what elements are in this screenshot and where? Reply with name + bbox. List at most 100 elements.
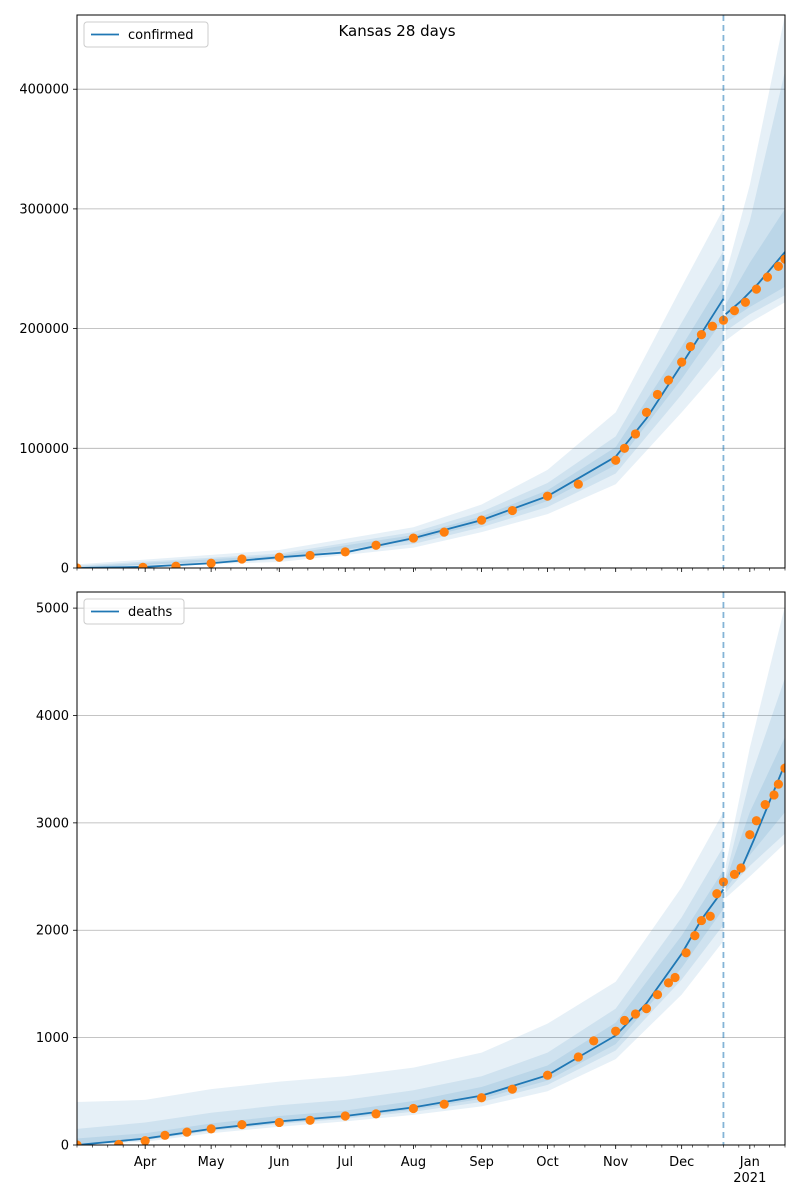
observed-point (114, 1139, 124, 1145)
observed-point (619, 443, 630, 453)
observed-point (745, 830, 755, 840)
observed-point (408, 1103, 419, 1114)
observed-point (439, 1099, 449, 1109)
legend-label: confirmed (128, 28, 194, 43)
observed-point (573, 1052, 583, 1062)
observed-point (751, 816, 762, 826)
observed-point (652, 990, 663, 1000)
observed-point (773, 261, 784, 271)
observed-point (751, 284, 762, 294)
observed-point (663, 375, 674, 385)
observed-point (681, 948, 691, 958)
uncertainty-band-middle (77, 846, 724, 1145)
observed-point (589, 1036, 599, 1046)
observed-point (630, 1009, 641, 1019)
observed-point (507, 505, 517, 516)
uncertainty-band-outer (725, 605, 785, 899)
observed-point (696, 329, 707, 340)
observed-point (476, 1093, 487, 1103)
observed-point (707, 321, 718, 331)
observed-point (507, 1084, 517, 1094)
y-tick-label: 5000 (36, 602, 69, 617)
y-tick-label: 0 (61, 562, 69, 577)
y-tick-label: 3000 (36, 816, 69, 831)
y-tick-label: 100000 (19, 442, 69, 457)
observed-point (138, 562, 148, 568)
uncertainty-band-inner (725, 736, 785, 890)
observed-point (160, 1130, 170, 1140)
observed-point (773, 779, 784, 789)
observed-point (305, 1115, 315, 1125)
observed-point (736, 863, 746, 873)
observed-point (542, 1070, 553, 1080)
observed-point (652, 389, 663, 400)
observed-point (712, 889, 722, 899)
observed-point (77, 563, 82, 568)
plot-area (77, 15, 785, 568)
observed-point (340, 547, 350, 557)
legend-label: deaths (128, 605, 173, 620)
legend: deaths (83, 598, 185, 625)
uncertainty-band-middle (725, 71, 785, 332)
legend-box (83, 21, 209, 48)
axes-frame (76, 591, 786, 1146)
uncertainty-band-inner (725, 208, 785, 323)
observed-point (573, 479, 583, 489)
observed-point (718, 877, 729, 887)
observed-point (729, 306, 740, 316)
observed-point (619, 1015, 630, 1026)
observed-point (760, 800, 770, 810)
observed-point (762, 272, 773, 282)
x-tick-label: Jan (739, 1155, 760, 1170)
observed-point (274, 1117, 284, 1128)
observed-point (740, 297, 751, 307)
observed-point (670, 972, 680, 983)
plot-area (77, 605, 785, 1145)
observed-point (206, 558, 216, 568)
x-tick-label: Nov (603, 1155, 629, 1170)
observed-point (780, 254, 785, 264)
observed-point (77, 1140, 82, 1145)
axes-frame (76, 14, 786, 569)
observed-point (611, 455, 621, 465)
x-year-label: 2021 (733, 1171, 766, 1186)
observed-point (696, 915, 707, 926)
observed-point (542, 491, 553, 501)
observed-point (476, 515, 487, 525)
legend: confirmed (83, 21, 209, 48)
y-tick-label: 400000 (19, 83, 69, 98)
confirmed-panel: 0 100000 200000 300000 400000 confirmed (19, 14, 786, 577)
observed-point (305, 550, 315, 561)
observed-point (690, 931, 700, 941)
uncertainty-band-outer (725, 15, 785, 341)
legend-box (83, 598, 185, 625)
observed-point (663, 978, 674, 988)
observed-point (274, 552, 284, 562)
uncertainty-band-middle (725, 677, 785, 893)
observed-point (641, 407, 652, 417)
observed-point (677, 357, 687, 367)
observed-point (206, 1124, 216, 1134)
observed-point (371, 540, 381, 550)
observed-point (237, 1119, 247, 1130)
observed-point (408, 533, 419, 543)
observed-point (237, 554, 247, 564)
observed-point (769, 790, 779, 800)
y-tick-label: 1000 (36, 1031, 69, 1046)
observed-point (729, 869, 740, 880)
x-tick-label: Aug (401, 1155, 426, 1170)
observed-point (439, 527, 449, 537)
observed-point (340, 1111, 350, 1121)
y-tick-label: 0 (61, 1139, 69, 1154)
deaths-panel: 0 1000 2000 3000 4000 5000 Apr May Jun Jul Aug Sep O… (36, 591, 786, 1186)
observed-point (780, 763, 785, 773)
observed-point (641, 1004, 652, 1014)
observed-point (611, 1026, 621, 1036)
uncertainty-band-outer (77, 208, 724, 568)
x-tick-label: Jul (336, 1155, 353, 1170)
x-tick-label: Dec (669, 1155, 694, 1170)
x-tick-label: Sep (469, 1155, 494, 1170)
x-tick-label: Jun (268, 1155, 289, 1170)
observed-point (705, 911, 715, 921)
